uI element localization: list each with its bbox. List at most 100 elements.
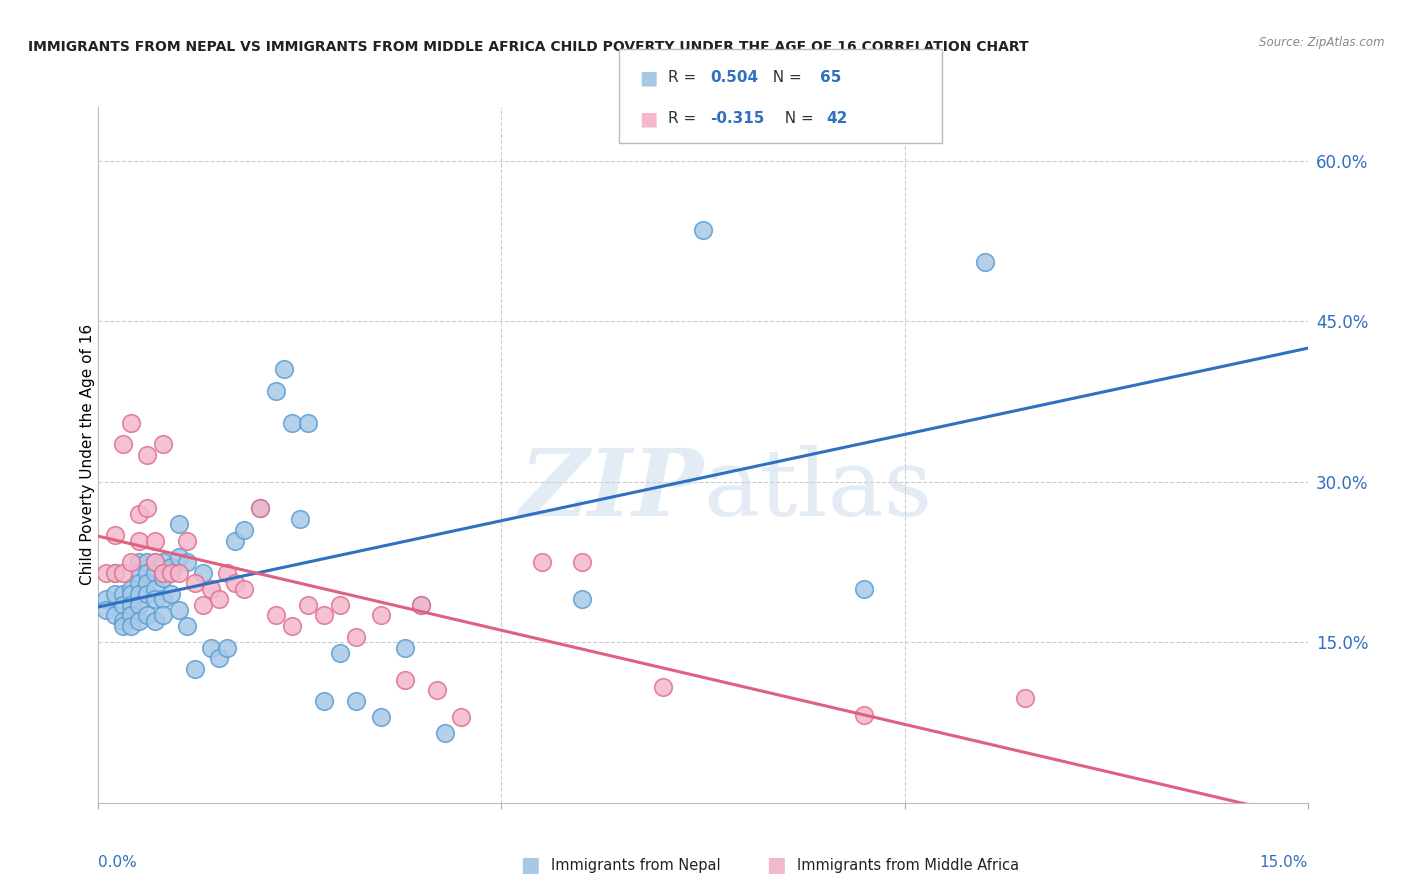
Point <box>120 582 142 596</box>
Point <box>128 614 150 628</box>
Point <box>111 566 134 580</box>
Point <box>128 598 150 612</box>
Text: Immigrants from Middle Africa: Immigrants from Middle Africa <box>797 858 1019 872</box>
Point <box>103 608 125 623</box>
Point <box>160 566 183 580</box>
Point <box>128 533 150 548</box>
Point <box>184 662 207 676</box>
Point <box>152 437 174 451</box>
Point <box>152 571 174 585</box>
Point <box>176 533 198 548</box>
Point <box>111 598 134 612</box>
Point <box>135 576 157 591</box>
Text: ZIP: ZIP <box>519 445 703 534</box>
Point <box>450 710 472 724</box>
Point <box>135 587 157 601</box>
Point <box>143 555 166 569</box>
Point <box>152 566 174 580</box>
Text: 0.504: 0.504 <box>710 70 758 85</box>
Point <box>409 598 432 612</box>
Point <box>120 619 142 633</box>
Text: N =: N = <box>775 112 818 126</box>
Point <box>135 501 157 516</box>
Point <box>103 587 125 601</box>
Point <box>692 223 714 237</box>
Point <box>193 566 215 580</box>
Point <box>249 501 271 516</box>
Point <box>135 448 157 462</box>
Text: Source: ZipAtlas.com: Source: ZipAtlas.com <box>1260 36 1385 49</box>
Point <box>120 608 142 623</box>
Point <box>135 608 157 623</box>
Point <box>571 555 593 569</box>
Point <box>143 582 166 596</box>
Point <box>152 592 174 607</box>
Point <box>111 437 134 451</box>
Point <box>314 694 336 708</box>
Point <box>143 555 166 569</box>
Point <box>152 555 174 569</box>
Point <box>103 566 125 580</box>
Point <box>167 603 190 617</box>
Point <box>571 592 593 607</box>
Text: N =: N = <box>763 70 807 85</box>
Point <box>120 555 142 569</box>
Point <box>281 619 304 633</box>
Point <box>143 592 166 607</box>
Point <box>264 608 287 623</box>
Point <box>167 566 190 580</box>
Point <box>96 603 118 617</box>
Text: Immigrants from Nepal: Immigrants from Nepal <box>551 858 721 872</box>
Point <box>297 416 319 430</box>
Point <box>120 598 142 612</box>
Point <box>167 549 190 564</box>
Text: 65: 65 <box>820 70 841 85</box>
Point <box>193 598 215 612</box>
Point <box>217 640 239 655</box>
Point <box>176 619 198 633</box>
Point <box>273 362 295 376</box>
Point <box>135 555 157 569</box>
Point <box>329 598 352 612</box>
Point <box>224 576 246 591</box>
Point <box>111 587 134 601</box>
Point <box>103 528 125 542</box>
Point <box>128 587 150 601</box>
Point <box>344 630 367 644</box>
Point <box>135 566 157 580</box>
Point <box>232 523 254 537</box>
Text: R =: R = <box>668 70 702 85</box>
Point <box>314 608 336 623</box>
Point <box>128 566 150 580</box>
Text: ■: ■ <box>520 855 540 875</box>
Text: -0.315: -0.315 <box>710 112 765 126</box>
Point <box>224 533 246 548</box>
Point <box>111 614 134 628</box>
Point <box>160 560 183 574</box>
Point <box>232 582 254 596</box>
Point <box>297 598 319 612</box>
Point <box>120 416 142 430</box>
Point <box>217 566 239 580</box>
Text: R =: R = <box>668 112 702 126</box>
Point <box>288 512 311 526</box>
Point <box>143 566 166 580</box>
Point <box>200 640 222 655</box>
Point <box>111 619 134 633</box>
Point <box>184 576 207 591</box>
Point <box>152 608 174 623</box>
Y-axis label: Child Poverty Under the Age of 16: Child Poverty Under the Age of 16 <box>80 325 94 585</box>
Point <box>1014 690 1036 705</box>
Point <box>370 608 392 623</box>
Point <box>128 507 150 521</box>
Point <box>264 384 287 398</box>
Point <box>128 555 150 569</box>
Point <box>167 517 190 532</box>
Point <box>103 566 125 580</box>
Point <box>208 592 231 607</box>
Point <box>394 673 416 687</box>
Text: ■: ■ <box>640 109 658 128</box>
Point <box>160 587 183 601</box>
Point <box>329 646 352 660</box>
Point <box>128 576 150 591</box>
